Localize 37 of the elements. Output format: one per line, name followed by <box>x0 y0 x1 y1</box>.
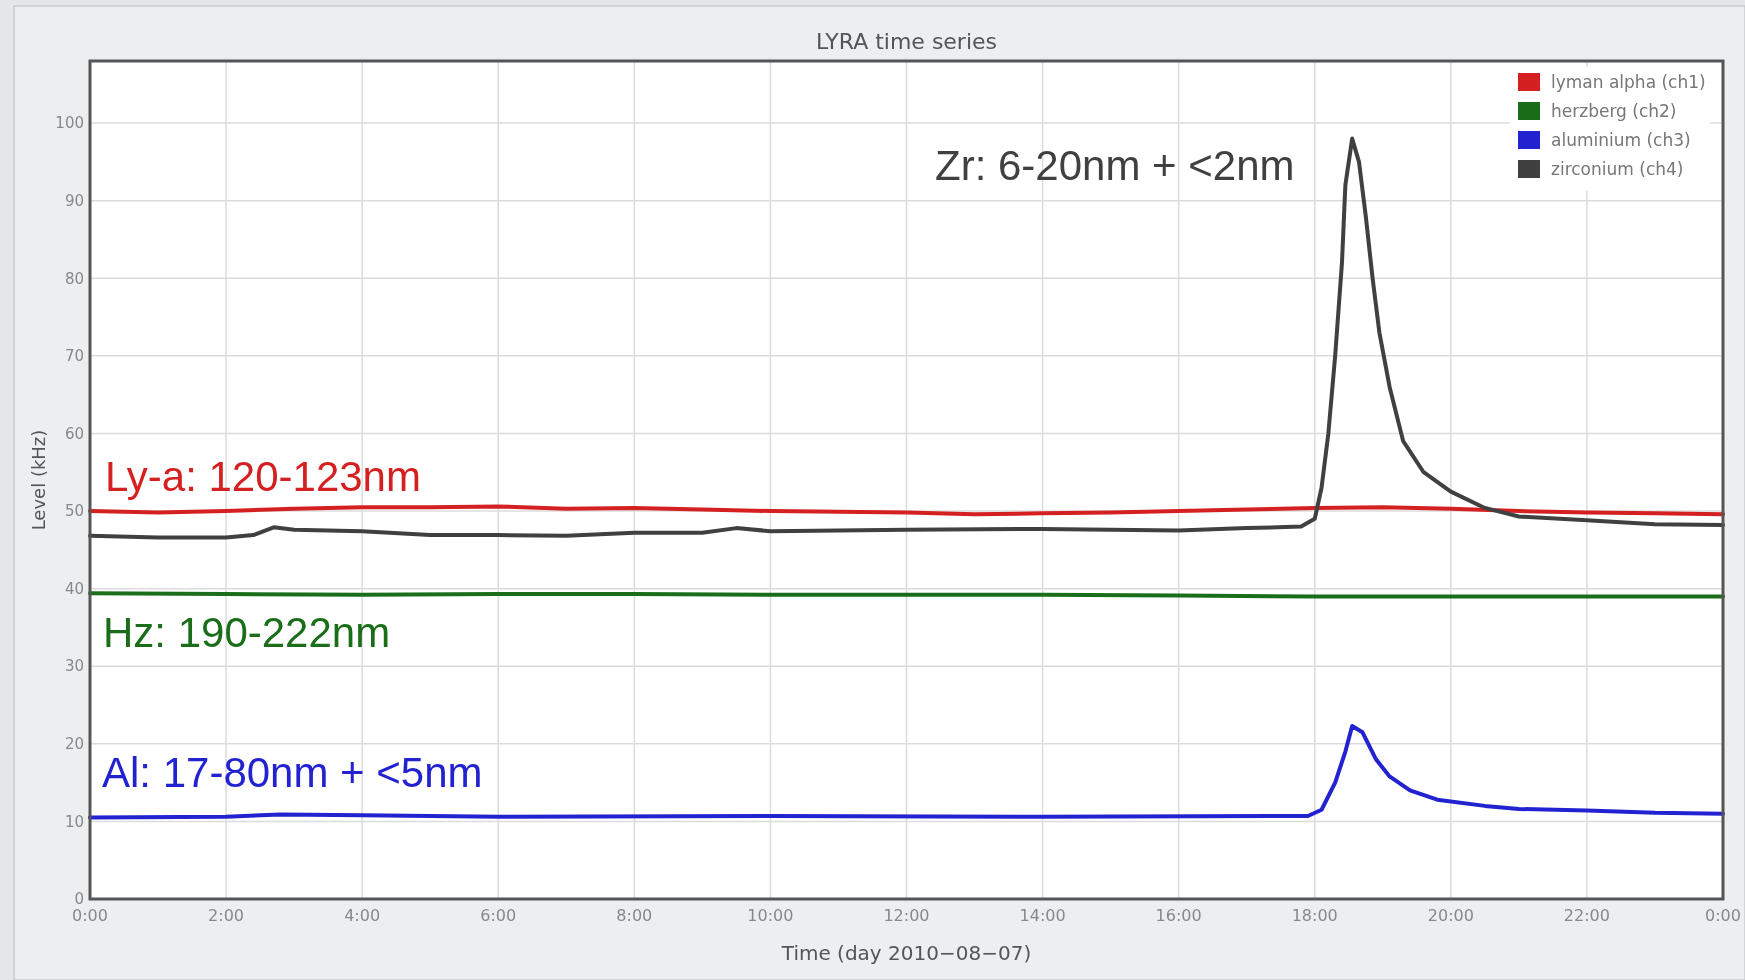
chart-title: LYRA time series <box>815 29 998 54</box>
y-tick-label: 100 <box>55 114 84 133</box>
legend-label: zirconium (ch4) <box>1551 158 1684 179</box>
y-tick-label: 20 <box>64 735 84 754</box>
annotation: Zr: 6-20nm + <2nm <box>935 141 1295 189</box>
y-tick-label: 10 <box>64 812 84 831</box>
annotation: Al: 17-80nm + <5nm <box>102 748 483 796</box>
y-tick-label: 50 <box>64 502 84 521</box>
x-tick-label: 16:00 <box>1155 906 1202 925</box>
y-tick-label: 30 <box>64 657 84 676</box>
x-tick-label: 10:00 <box>747 906 794 925</box>
x-tick-label: 14:00 <box>1019 906 1066 925</box>
x-tick-label: 0:00 <box>1705 906 1741 925</box>
x-tick-label: 4:00 <box>344 906 381 925</box>
annotation: Ly-a: 120-123nm <box>105 452 421 500</box>
x-tick-label: 0:00 <box>72 906 108 925</box>
annotation: Hz: 190-222nm <box>103 608 391 656</box>
x-tick-label: 18:00 <box>1291 906 1338 925</box>
legend-label: lyman alpha (ch1) <box>1551 71 1706 92</box>
legend-label: herzberg (ch2) <box>1551 100 1677 121</box>
x-tick-label: 8:00 <box>616 906 653 925</box>
legend-label: aluminium (ch3) <box>1551 129 1691 150</box>
x-tick-label: 2:00 <box>208 906 245 925</box>
y-tick-label: 70 <box>64 347 84 366</box>
x-tick-label: 20:00 <box>1427 906 1474 925</box>
y-tick-label: 40 <box>64 579 84 598</box>
y-tick-label: 0 <box>74 890 84 909</box>
x-axis-title: Time (day 2010−08−07) <box>780 941 1032 965</box>
y-tick-label: 80 <box>64 269 84 288</box>
y-tick-label: 60 <box>64 424 84 443</box>
y-tick-label: 90 <box>64 191 84 210</box>
line-series <box>88 723 1725 820</box>
x-tick-label: 12:00 <box>883 906 930 925</box>
y-axis-title: Level (kHz) <box>28 429 49 531</box>
x-tick-label: 22:00 <box>1563 906 1610 925</box>
x-tick-label: 6:00 <box>480 906 517 925</box>
line-series <box>88 504 1725 517</box>
